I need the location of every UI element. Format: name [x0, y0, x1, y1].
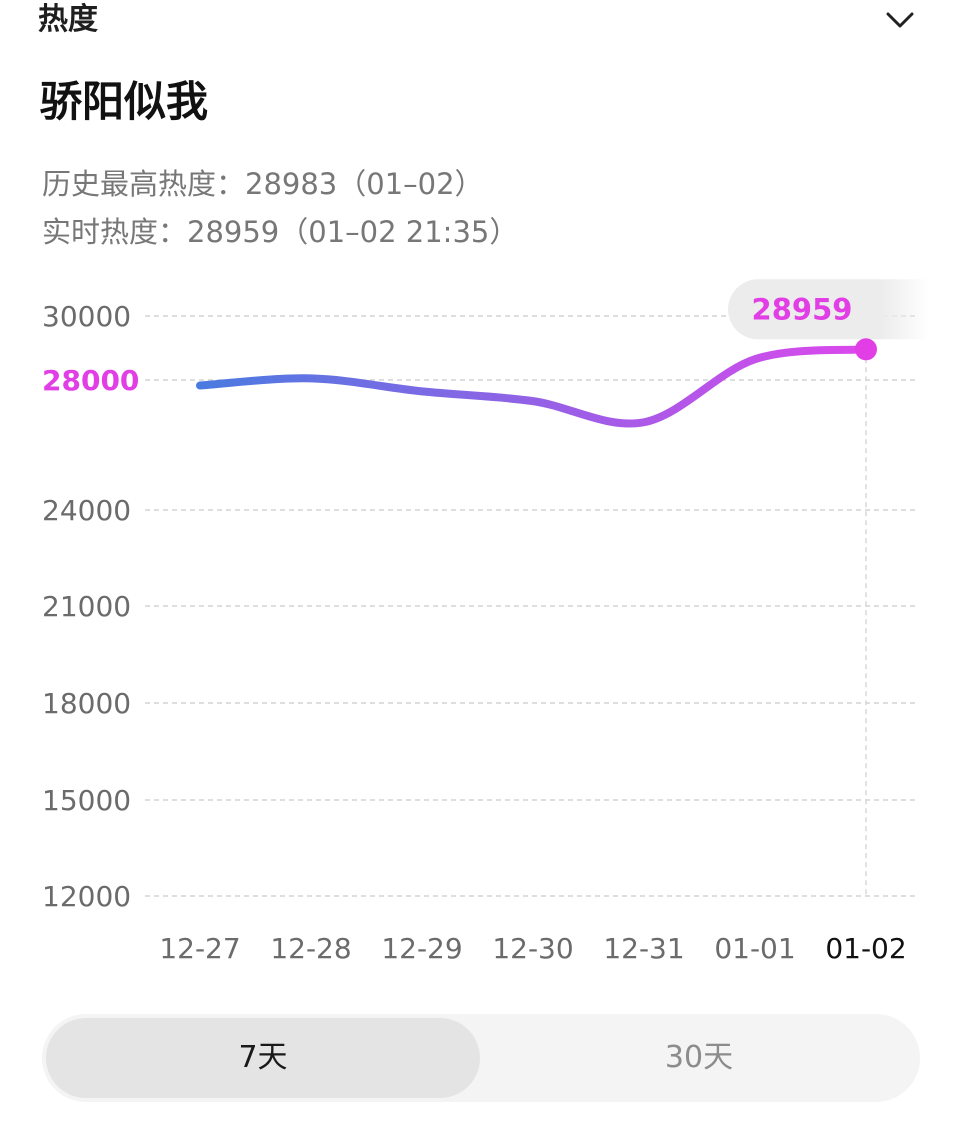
x-tick-label: 12-29	[381, 932, 462, 965]
data-point	[529, 397, 537, 405]
chevron-down-icon[interactable]	[884, 8, 916, 32]
realtime-heat-stat: 实时热度：28959（01–02 21:35）	[42, 215, 519, 249]
y-tick-label: 28000	[42, 364, 139, 397]
x-tick-label: 12-31	[603, 932, 684, 965]
data-point	[640, 418, 648, 426]
x-tick-label: 01-02	[825, 932, 906, 965]
y-axis-ticks: 30000 28000 24000 21000 18000 15000 12000	[42, 300, 139, 913]
heat-trend-chart: 30000 28000 24000 21000 18000 15000 12000 12-2…	[42, 279, 930, 965]
data-point	[418, 387, 426, 395]
x-axis-ticks: 12-27 12-28 12-29 12-30 12-31 01-01 01-02	[159, 932, 906, 965]
x-tick-label: 12-30	[492, 932, 573, 965]
x-tick-label: 12-28	[270, 932, 351, 965]
value-callout: 28959	[728, 279, 930, 340]
y-tick-label: 18000	[42, 687, 131, 720]
topic-title: 骄阳似我	[40, 77, 209, 126]
x-tick-label: 12-27	[159, 932, 240, 965]
callout-background	[728, 279, 930, 340]
x-tick-label: 01-01	[714, 932, 795, 965]
panel-header: 热度	[0, 0, 960, 44]
data-point	[307, 374, 315, 382]
data-point	[196, 382, 204, 390]
tab-7-days[interactable]: 7天	[46, 1018, 480, 1098]
range-toggle: 7天 30天	[42, 1014, 920, 1102]
y-tick-label: 12000	[42, 880, 131, 913]
callout-label: 28959	[752, 292, 853, 326]
current-value-dot[interactable]	[855, 338, 877, 361]
series-line	[196, 345, 870, 428]
data-point	[751, 355, 759, 363]
tab-30-days[interactable]: 30天	[664, 1040, 734, 1075]
history-high-stat: 历史最高热度：28983（01–02）	[42, 167, 484, 201]
y-tick-label: 30000	[42, 300, 131, 333]
y-tick-label: 21000	[42, 590, 131, 623]
y-tick-label: 15000	[42, 784, 131, 817]
section-title: 热度	[38, 2, 98, 37]
y-tick-label: 24000	[42, 494, 131, 527]
